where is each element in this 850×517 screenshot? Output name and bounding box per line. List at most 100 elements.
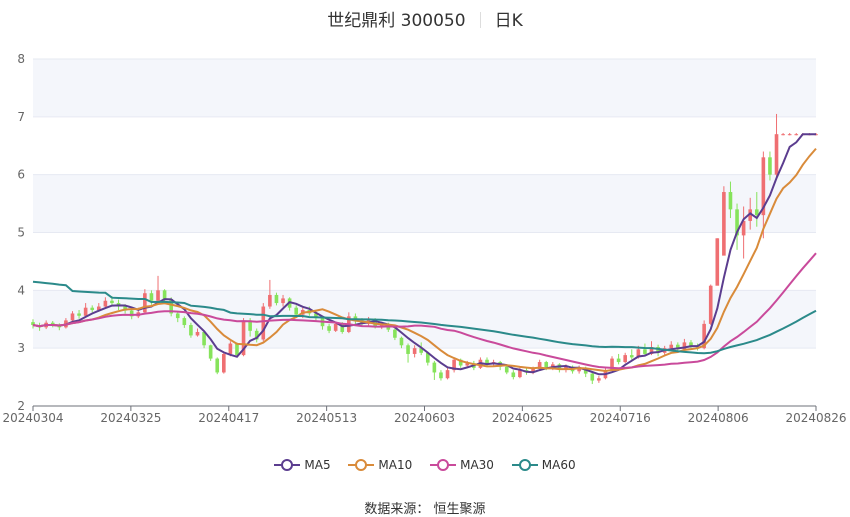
candle-body xyxy=(96,306,101,310)
candle-body xyxy=(715,238,720,286)
candle-body xyxy=(274,294,279,304)
candle-body xyxy=(531,368,535,373)
legend-marker-ma5 xyxy=(274,458,301,472)
candle-body xyxy=(465,363,470,366)
candle-body xyxy=(228,343,233,354)
legend-marker-ma10 xyxy=(348,458,375,472)
legend-marker-ma60 xyxy=(511,458,538,472)
candle-body xyxy=(175,313,180,319)
candle-body xyxy=(689,342,693,346)
candle-body xyxy=(340,323,345,332)
candle-body xyxy=(676,344,680,350)
x-tick-label: 20240513 xyxy=(296,411,357,425)
candle-body xyxy=(702,323,706,349)
candle-body xyxy=(781,134,785,136)
candle-body xyxy=(70,313,75,321)
candle-body xyxy=(636,349,641,358)
data-source: 数据来源： 恒生聚源 xyxy=(364,502,486,517)
y-tick-label: 2 xyxy=(17,399,25,413)
x-tick-label: 20240806 xyxy=(688,411,749,425)
candle-body xyxy=(735,209,739,236)
candle-body xyxy=(143,293,147,313)
candle-body xyxy=(412,348,417,354)
candle-body xyxy=(577,367,581,372)
x-tick-label: 20240716 xyxy=(590,411,651,425)
candle-body xyxy=(419,348,424,353)
candle-body xyxy=(222,353,226,373)
y-tick-label: 5 xyxy=(17,226,25,240)
candle-body xyxy=(787,134,792,136)
candle-body xyxy=(537,362,542,369)
candle-body xyxy=(169,299,173,314)
candle-body xyxy=(294,307,299,315)
legend-item-ma10[interactable]: MA10 xyxy=(348,458,412,472)
candle-body xyxy=(643,349,647,354)
candle-body xyxy=(761,157,766,216)
candle-body xyxy=(669,344,674,349)
legend-marker-ma30 xyxy=(430,458,457,472)
legend-label-ma10: MA10 xyxy=(378,458,413,472)
y-tick-label: 7 xyxy=(17,110,25,124)
candle-body xyxy=(149,293,154,301)
candle-body xyxy=(629,355,634,358)
candle-body xyxy=(393,329,397,338)
candle-body xyxy=(708,285,713,324)
candle-body xyxy=(485,359,489,365)
ma10-line xyxy=(32,147,817,373)
x-tick-label: 20240325 xyxy=(100,411,161,425)
candle-body xyxy=(208,345,213,359)
candle-body xyxy=(281,298,285,304)
candle-body xyxy=(83,307,88,316)
legend-item-ma30[interactable]: MA30 xyxy=(430,458,494,472)
y-tick-label: 8 xyxy=(17,52,25,66)
candle-body xyxy=(504,366,509,373)
y-tick-label: 6 xyxy=(17,168,25,182)
candle-body xyxy=(399,337,404,346)
ma5-line xyxy=(32,133,816,376)
title-divider xyxy=(479,12,481,28)
candle-body xyxy=(623,355,627,363)
candle-body xyxy=(241,320,246,356)
candle-body xyxy=(445,370,450,379)
x-tick-label: 20240304 xyxy=(2,411,63,425)
candle-body xyxy=(314,313,318,319)
legend-item-ma60[interactable]: MA60 xyxy=(511,458,576,472)
candle-body xyxy=(610,358,614,371)
y-tick-label: 4 xyxy=(17,283,25,297)
candle-body xyxy=(511,372,516,378)
stock-name: 世纪鼎利 300050 xyxy=(327,11,466,31)
candle-body xyxy=(425,352,430,363)
candle-body xyxy=(50,322,55,326)
candle-body xyxy=(261,306,266,340)
candle-body xyxy=(327,326,331,331)
candle-body xyxy=(189,325,193,336)
candle-body xyxy=(649,347,654,354)
candle-body xyxy=(616,358,621,363)
candle-body xyxy=(564,366,568,369)
candle-body xyxy=(452,359,456,371)
legend-label-ma60: MA60 xyxy=(541,458,576,472)
candle-body xyxy=(215,358,220,373)
x-tick-label: 20240826 xyxy=(785,411,846,425)
candle-body xyxy=(77,313,81,316)
candle-body xyxy=(518,370,522,378)
candle-body xyxy=(254,330,259,340)
chart-title: 世纪鼎利 300050 日K xyxy=(0,6,850,31)
candle-body xyxy=(182,318,187,326)
grid-band xyxy=(33,174,816,233)
chart-legend: MA5 MA10 MA30 MA60 xyxy=(0,458,850,475)
candle-body xyxy=(728,192,733,210)
candle-body xyxy=(741,220,746,236)
ma60-line xyxy=(32,280,817,355)
candle-body xyxy=(439,372,443,379)
legend-item-ma5[interactable]: MA5 xyxy=(274,458,331,472)
candle-body xyxy=(748,209,753,221)
candle-body xyxy=(31,322,35,326)
candle-body xyxy=(103,300,108,307)
candle-body xyxy=(597,378,601,381)
candle-body xyxy=(590,373,595,381)
y-tick-label: 3 xyxy=(17,341,25,355)
x-tick-label: 20240625 xyxy=(492,411,553,425)
legend-label-ma30: MA30 xyxy=(460,458,494,472)
